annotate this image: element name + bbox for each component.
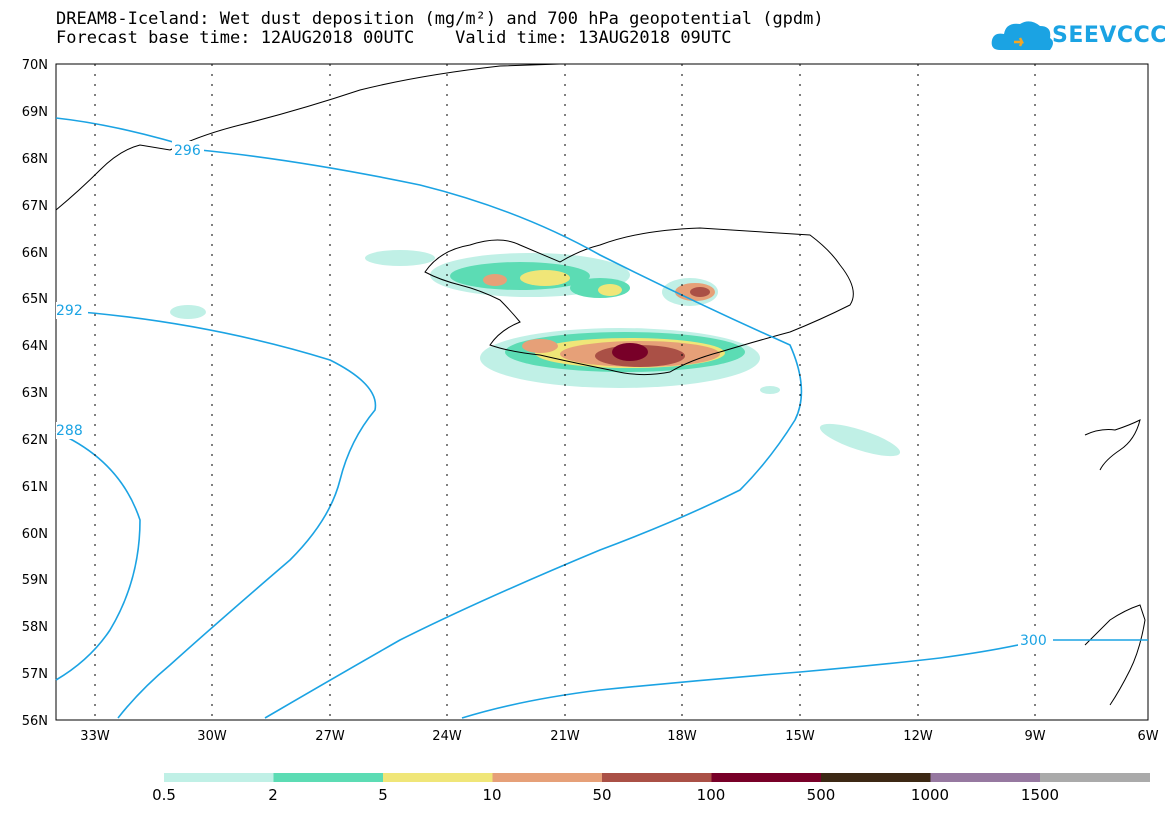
lat-label: 69N: [22, 105, 48, 120]
colorbar-label: 50: [592, 786, 612, 804]
lat-label: 56N: [22, 714, 48, 729]
colorbar-swatch: [821, 773, 931, 782]
lat-label: 70N: [22, 58, 48, 73]
map-title: DREAM8-Iceland: Wet dust deposition (mg/…: [56, 9, 824, 29]
contour-label: 296: [174, 143, 201, 159]
colorbar-label: 500: [806, 786, 836, 804]
lon-label: 30W: [197, 729, 227, 744]
colorbar-label: 0.5: [152, 786, 176, 804]
colorbar-swatch: [711, 773, 822, 782]
lat-label: 61N: [22, 480, 48, 495]
map-subtitle: Forecast base time: 12AUG2018 00UTC Vali…: [56, 28, 732, 48]
colorbar-label: 1000: [910, 786, 950, 804]
colorbar-label: 1500: [1020, 786, 1060, 804]
lat-label: 63N: [22, 386, 48, 401]
colorbar: [164, 773, 1150, 782]
cloud-logo-icon: [991, 21, 1053, 50]
lon-label: 18W: [667, 729, 697, 744]
colorbar-swatch: [492, 773, 603, 782]
lon-label: 12W: [903, 729, 933, 744]
map-frame: [55, 63, 1149, 721]
contour-label: 300: [1020, 633, 1047, 649]
lat-label: 64N: [22, 339, 48, 354]
logo-text: SEEVCCC: [1052, 23, 1167, 48]
dust-deposition-shading: [170, 250, 901, 457]
lon-label: 15W: [785, 729, 815, 744]
lat-label: 62N: [22, 433, 48, 448]
lat-label: 68N: [22, 152, 48, 167]
lon-label: 33W: [80, 729, 110, 744]
colorbar-swatch: [602, 773, 712, 782]
lat-label: 66N: [22, 246, 48, 261]
contour-label: 288: [56, 423, 83, 439]
lat-label: 57N: [22, 667, 48, 682]
lon-label: 9W: [1024, 729, 1045, 744]
lon-label: 21W: [550, 729, 580, 744]
colorbar-swatch: [273, 773, 384, 782]
colorbar-swatch: [930, 773, 1041, 782]
latitude-labels: 70N 69N 68N 67N 66N 65N 64N 63N 62N 61N …: [22, 58, 48, 729]
colorbar-label: 5: [378, 786, 388, 804]
colorbar-label: 2: [268, 786, 278, 804]
colorbar-swatch: [1040, 773, 1150, 782]
lon-label: 6W: [1137, 729, 1158, 744]
contour-label: 292: [56, 303, 83, 319]
colorbar-label: 10: [482, 786, 502, 804]
lat-label: 59N: [22, 573, 48, 588]
lat-label: 60N: [22, 527, 48, 542]
contour-labels: 296 292 288 300: [56, 141, 1053, 649]
longitude-labels: 33W 30W 27W 24W 21W 18W 15W 12W 9W 6W: [80, 729, 1158, 744]
colorbar-label: 100: [696, 786, 726, 804]
lat-label: 65N: [22, 292, 48, 307]
colorbar-swatch: [383, 773, 493, 782]
lon-label: 27W: [315, 729, 345, 744]
coastlines: [55, 63, 1146, 706]
lat-label: 67N: [22, 199, 48, 214]
colorbar-swatch: [164, 773, 274, 782]
lon-label: 24W: [432, 729, 462, 744]
lat-label: 58N: [22, 620, 48, 635]
